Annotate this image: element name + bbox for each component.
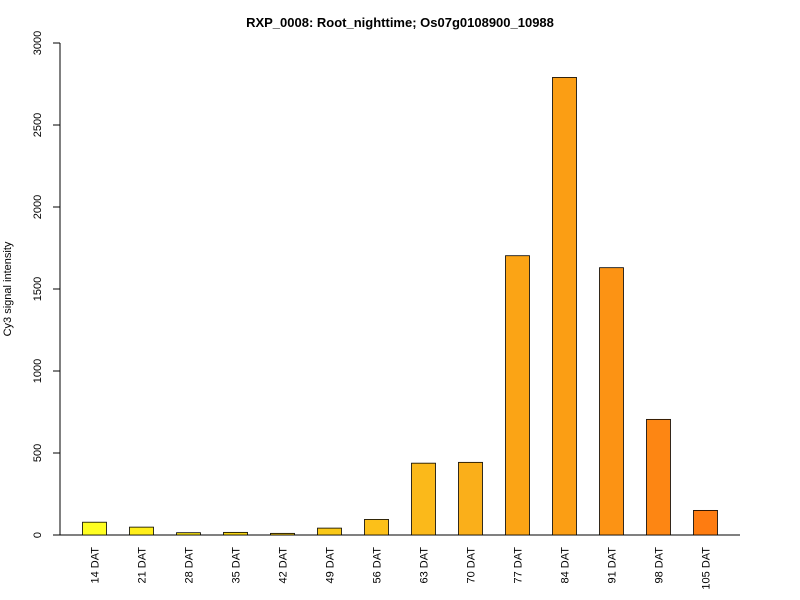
x-tick-label: 98 DAT xyxy=(654,547,666,584)
bar xyxy=(599,267,624,536)
x-tick-label: 77 DAT xyxy=(513,547,525,584)
y-tick-label: 1500 xyxy=(32,277,44,301)
x-tick-label: 84 DAT xyxy=(560,547,572,584)
y-tick-label: 2500 xyxy=(32,113,44,137)
bar xyxy=(552,77,577,536)
bar xyxy=(82,521,107,536)
bar xyxy=(364,519,389,536)
bar xyxy=(505,255,530,536)
y-axis-label: Cy3 signal intensity xyxy=(2,241,14,336)
x-tick-label: 105 DAT xyxy=(701,547,713,590)
x-tick-label: 63 DAT xyxy=(419,547,431,584)
x-tick-label: 28 DAT xyxy=(184,547,196,584)
bar xyxy=(317,527,342,536)
y-tick-label: 3000 xyxy=(32,31,44,55)
y-tick-label: 1000 xyxy=(32,359,44,383)
y-tick-label: 2000 xyxy=(32,195,44,219)
bar xyxy=(411,462,436,536)
x-tick-label: 91 DAT xyxy=(607,547,619,584)
bar xyxy=(693,509,718,536)
bar xyxy=(270,532,295,536)
y-tick-label: 0 xyxy=(32,532,44,538)
x-tick-label: 42 DAT xyxy=(278,547,290,584)
bar xyxy=(458,461,483,536)
x-tick-label: 35 DAT xyxy=(231,547,243,584)
y-tick-label: 500 xyxy=(32,444,44,462)
x-tick-label: 70 DAT xyxy=(466,547,478,584)
x-tick-label: 14 DAT xyxy=(90,547,102,584)
x-tick-label: 21 DAT xyxy=(137,547,149,584)
chart-title: RXP_0008: Root_nighttime; Os07g0108900_1… xyxy=(246,15,554,30)
bar xyxy=(176,532,201,536)
bars-group xyxy=(82,77,718,536)
y-axis-ticks: 0 500 1000 1500 2000 2500 3000 xyxy=(32,31,60,538)
bar xyxy=(223,531,248,536)
x-axis-tick-labels: 14 DAT 21 DAT 28 DAT 35 DAT 42 DAT 49 DAT 56 D… xyxy=(90,547,713,590)
bar xyxy=(646,418,671,536)
bar xyxy=(129,526,154,536)
x-tick-label: 49 DAT xyxy=(325,547,337,584)
x-tick-label: 56 DAT xyxy=(372,547,384,584)
